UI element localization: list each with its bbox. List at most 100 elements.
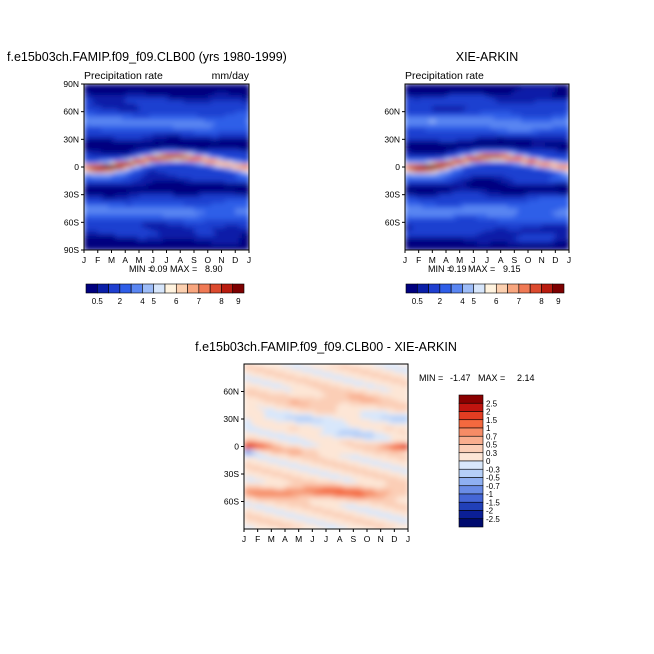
- panel-model-cell: [214, 142, 219, 146]
- panel-obs-cell: [528, 136, 533, 140]
- panel-obs-cell: [428, 114, 433, 118]
- panel-obs-cell: [446, 144, 451, 149]
- panel-model-cell: [204, 241, 209, 246]
- panel-model-cell: [235, 97, 240, 102]
- panel-model-cell: [187, 236, 192, 240]
- panel-obs-cell: [408, 191, 413, 196]
- panel-obs-cell: [551, 92, 556, 96]
- panel-model-cell: [132, 144, 137, 149]
- panel-obs-cell: [487, 147, 492, 151]
- panel-obs-cell: [473, 136, 478, 140]
- panel-model-cell: [242, 238, 247, 243]
- panel-obs-cell: [548, 194, 553, 199]
- panel-obs-cell: [435, 189, 440, 193]
- panel-obs-cell: [531, 191, 536, 196]
- panel-model-cell: [166, 122, 171, 127]
- panel-model-cell: [180, 144, 185, 149]
- panel-model-cell: [221, 161, 226, 165]
- panel-model-cell: [238, 211, 243, 215]
- panel-obs-cell: [411, 180, 416, 185]
- panel-model-cell: [128, 100, 133, 104]
- panel-model-cell: [139, 194, 144, 199]
- panel-model-cell: [145, 219, 150, 223]
- panel-model-cell: [125, 103, 130, 107]
- panel-model-cell: [139, 117, 144, 121]
- panel-model-cell: [118, 208, 123, 212]
- panel-model-cell: [207, 216, 212, 221]
- panel-model-cell: [200, 233, 205, 237]
- panel-obs-cell: [558, 183, 563, 187]
- panel-obs-cell: [480, 161, 485, 165]
- panel-model-cell: [128, 92, 133, 96]
- panel-model-cell: [114, 175, 119, 179]
- panel-obs-cell: [466, 167, 471, 171]
- panel-model-cell: [242, 202, 247, 207]
- panel-model-cell: [97, 144, 102, 149]
- panel-obs-cell: [452, 131, 457, 135]
- panel-model-cell: [132, 214, 137, 218]
- panel-obs-cell: [428, 158, 433, 163]
- panel-obs-cell: [565, 144, 569, 149]
- panel-model-cell: [108, 114, 113, 118]
- panel-model-cell: [221, 95, 226, 99]
- panel-obs-cell: [514, 106, 519, 110]
- panel-obs-cell: [483, 125, 488, 129]
- panel-model-cell: [228, 238, 233, 243]
- panel-model-colorbar-swatch: [232, 283, 245, 294]
- panel-model-cell: [108, 108, 113, 113]
- panel-obs-cell: [514, 172, 519, 176]
- panel-obs-cell: [524, 186, 529, 190]
- panel-obs-cell: [415, 180, 420, 185]
- panel-obs-cell: [497, 133, 502, 138]
- panel-model-cell: [173, 84, 178, 88]
- panel-model-cell: [149, 167, 154, 171]
- panel-obs-cell: [466, 183, 471, 187]
- panel-obs-cell: [446, 125, 451, 129]
- panel-model-cell: [90, 241, 95, 246]
- panel-model-cell: [108, 125, 113, 129]
- panel-obs-cell: [555, 84, 560, 88]
- panel-model-cell: [149, 155, 154, 160]
- panel-model-cell: [104, 180, 109, 185]
- panel-obs-cell: [446, 180, 451, 185]
- panel-obs-cell: [452, 194, 457, 199]
- panel-obs-cell: [531, 108, 536, 113]
- panel-model-cell: [97, 164, 102, 168]
- panel-model-cell: [235, 119, 240, 124]
- panel-model-cell: [211, 178, 216, 182]
- panel-obs-cell: [422, 128, 427, 132]
- panel-model-cell: [245, 100, 249, 104]
- panel-model-cell: [224, 144, 229, 149]
- panel-model-cell: [145, 191, 150, 196]
- panel-obs-cell: [490, 161, 495, 165]
- panel-model-cell: [183, 97, 188, 102]
- panel-obs-cell: [466, 161, 471, 165]
- panel-obs-cell: [562, 144, 567, 149]
- panel-model-cell: [108, 111, 113, 116]
- panel-model-cell: [84, 153, 89, 157]
- panel-model-cell: [214, 191, 219, 196]
- panel-model-cell: [132, 238, 137, 243]
- panel-model-cell: [183, 178, 188, 182]
- panel-model-cell: [218, 172, 223, 176]
- panel-obs-cell: [449, 191, 454, 196]
- panel-obs-cell: [469, 133, 474, 138]
- panel-obs-cell: [408, 175, 413, 179]
- panel-model-cell: [200, 161, 205, 165]
- panel-obs-cell: [493, 180, 498, 185]
- panel-obs-cell: [500, 125, 505, 129]
- panel-model-cell: [135, 186, 140, 190]
- panel-model-cell: [87, 180, 92, 185]
- panel-model-cell: [200, 119, 205, 124]
- panel-obs-cell: [439, 150, 444, 154]
- panel-model-cell: [152, 178, 157, 182]
- panel-model-cell: [204, 172, 209, 176]
- panel-model-cell: [90, 111, 95, 116]
- panel-model-cell: [84, 208, 89, 212]
- panel-obs-cell: [473, 106, 478, 110]
- panel-model-x-tick-label: J: [82, 255, 86, 265]
- panel-model-cell: [111, 95, 116, 99]
- panel-model-cell: [197, 106, 202, 110]
- panel-model-cell: [187, 155, 192, 160]
- panel-model-cell: [145, 169, 150, 174]
